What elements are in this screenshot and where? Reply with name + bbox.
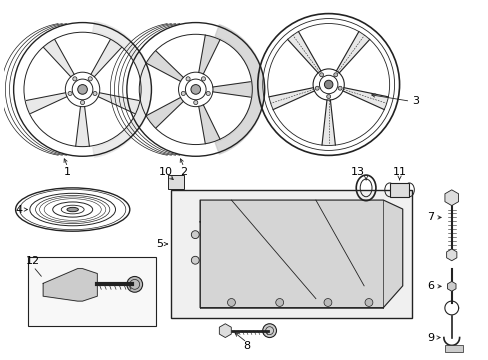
Circle shape bbox=[364, 298, 372, 306]
Circle shape bbox=[181, 91, 185, 95]
Text: 3: 3 bbox=[411, 96, 419, 106]
Polygon shape bbox=[198, 105, 220, 144]
Polygon shape bbox=[76, 107, 89, 147]
Circle shape bbox=[324, 298, 331, 306]
Circle shape bbox=[333, 73, 337, 77]
Bar bbox=[444, 345, 462, 352]
Circle shape bbox=[88, 77, 92, 81]
Text: 4: 4 bbox=[15, 204, 22, 215]
Polygon shape bbox=[268, 87, 314, 109]
Polygon shape bbox=[200, 200, 402, 307]
Polygon shape bbox=[219, 324, 231, 338]
Text: 7: 7 bbox=[427, 212, 434, 222]
Circle shape bbox=[190, 85, 200, 94]
Circle shape bbox=[172, 178, 180, 186]
Polygon shape bbox=[147, 51, 183, 81]
Text: 2: 2 bbox=[180, 167, 187, 177]
Circle shape bbox=[78, 85, 87, 94]
Polygon shape bbox=[98, 93, 139, 113]
Circle shape bbox=[319, 73, 323, 77]
Circle shape bbox=[338, 86, 342, 90]
Text: 8: 8 bbox=[243, 341, 250, 351]
Circle shape bbox=[262, 324, 276, 338]
Text: 9: 9 bbox=[427, 333, 434, 342]
Polygon shape bbox=[215, 24, 264, 154]
Polygon shape bbox=[43, 40, 74, 77]
Text: 11: 11 bbox=[392, 167, 406, 177]
Circle shape bbox=[191, 231, 199, 239]
Text: 13: 13 bbox=[350, 167, 365, 177]
Circle shape bbox=[185, 77, 190, 81]
Circle shape bbox=[93, 91, 97, 95]
Circle shape bbox=[326, 95, 330, 99]
Bar bbox=[168, 175, 183, 189]
Polygon shape bbox=[91, 40, 121, 77]
Polygon shape bbox=[287, 32, 320, 73]
Circle shape bbox=[191, 256, 199, 264]
Circle shape bbox=[73, 77, 77, 81]
Circle shape bbox=[68, 91, 72, 95]
Circle shape bbox=[201, 77, 205, 81]
Polygon shape bbox=[447, 282, 455, 291]
Text: 12: 12 bbox=[25, 256, 40, 266]
Text: 1: 1 bbox=[64, 167, 71, 177]
Polygon shape bbox=[336, 32, 369, 73]
Circle shape bbox=[315, 86, 319, 90]
Circle shape bbox=[81, 100, 84, 105]
Polygon shape bbox=[212, 82, 250, 97]
Bar bbox=[171, 190, 411, 318]
Polygon shape bbox=[198, 35, 220, 74]
Polygon shape bbox=[93, 22, 151, 157]
Ellipse shape bbox=[67, 207, 78, 212]
Bar bbox=[28, 257, 156, 326]
Circle shape bbox=[324, 80, 332, 89]
Polygon shape bbox=[444, 190, 458, 206]
Circle shape bbox=[206, 91, 210, 95]
Text: 5: 5 bbox=[156, 239, 163, 249]
Polygon shape bbox=[446, 249, 456, 261]
Circle shape bbox=[126, 276, 142, 292]
Circle shape bbox=[275, 298, 283, 306]
Polygon shape bbox=[321, 100, 335, 145]
Circle shape bbox=[193, 100, 198, 105]
Text: 6: 6 bbox=[427, 281, 434, 291]
Polygon shape bbox=[147, 98, 183, 128]
Circle shape bbox=[227, 298, 235, 306]
Text: 10: 10 bbox=[159, 167, 173, 177]
Polygon shape bbox=[342, 87, 387, 109]
Bar bbox=[389, 183, 408, 197]
Polygon shape bbox=[26, 93, 67, 113]
Polygon shape bbox=[43, 269, 97, 301]
